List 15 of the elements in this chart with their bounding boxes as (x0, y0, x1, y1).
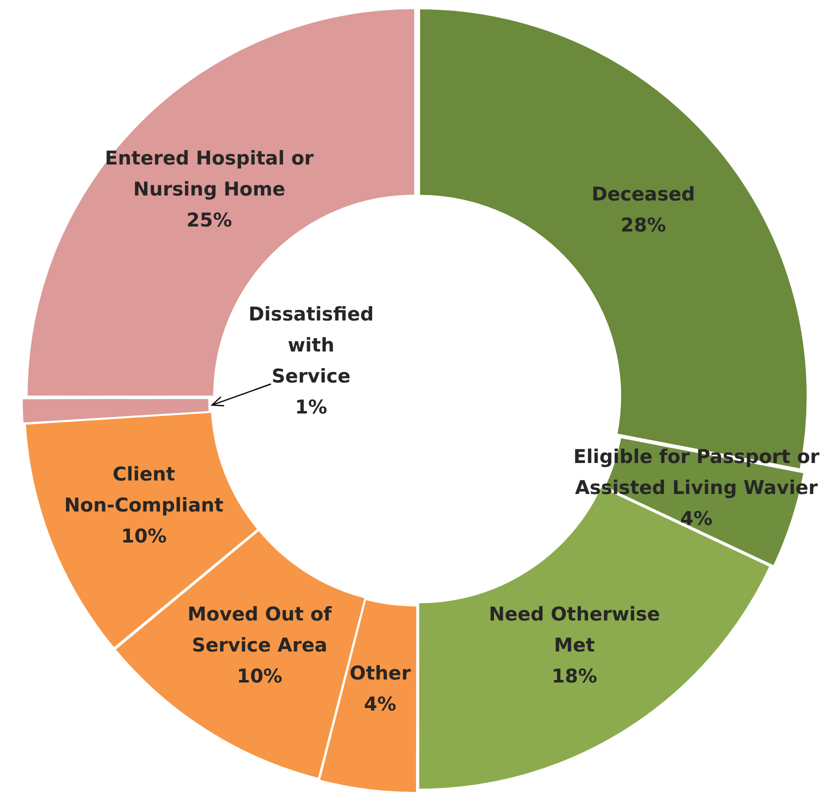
slice-label: Entered Hospital or Nursing Home (104, 148, 314, 201)
slice-label: Moved Out of Service Area (188, 603, 332, 656)
data-label: 10% (236, 665, 282, 688)
slice-label: Deceased (592, 184, 696, 206)
slice-label: Need Otherwise Met (488, 603, 660, 656)
slice-label: Client Non-Compliant (64, 464, 224, 517)
data-label: 4% (680, 508, 712, 530)
data-label: 25% (186, 210, 232, 232)
data-label: 1% (294, 396, 328, 418)
data-label: 18% (552, 665, 598, 688)
slice-label: Other (350, 662, 412, 684)
data-label: 28% (620, 214, 666, 237)
data-label: 4% (364, 693, 396, 716)
data-label: 10% (121, 526, 167, 548)
slice-label: Dissatisfied with Service (248, 303, 374, 388)
